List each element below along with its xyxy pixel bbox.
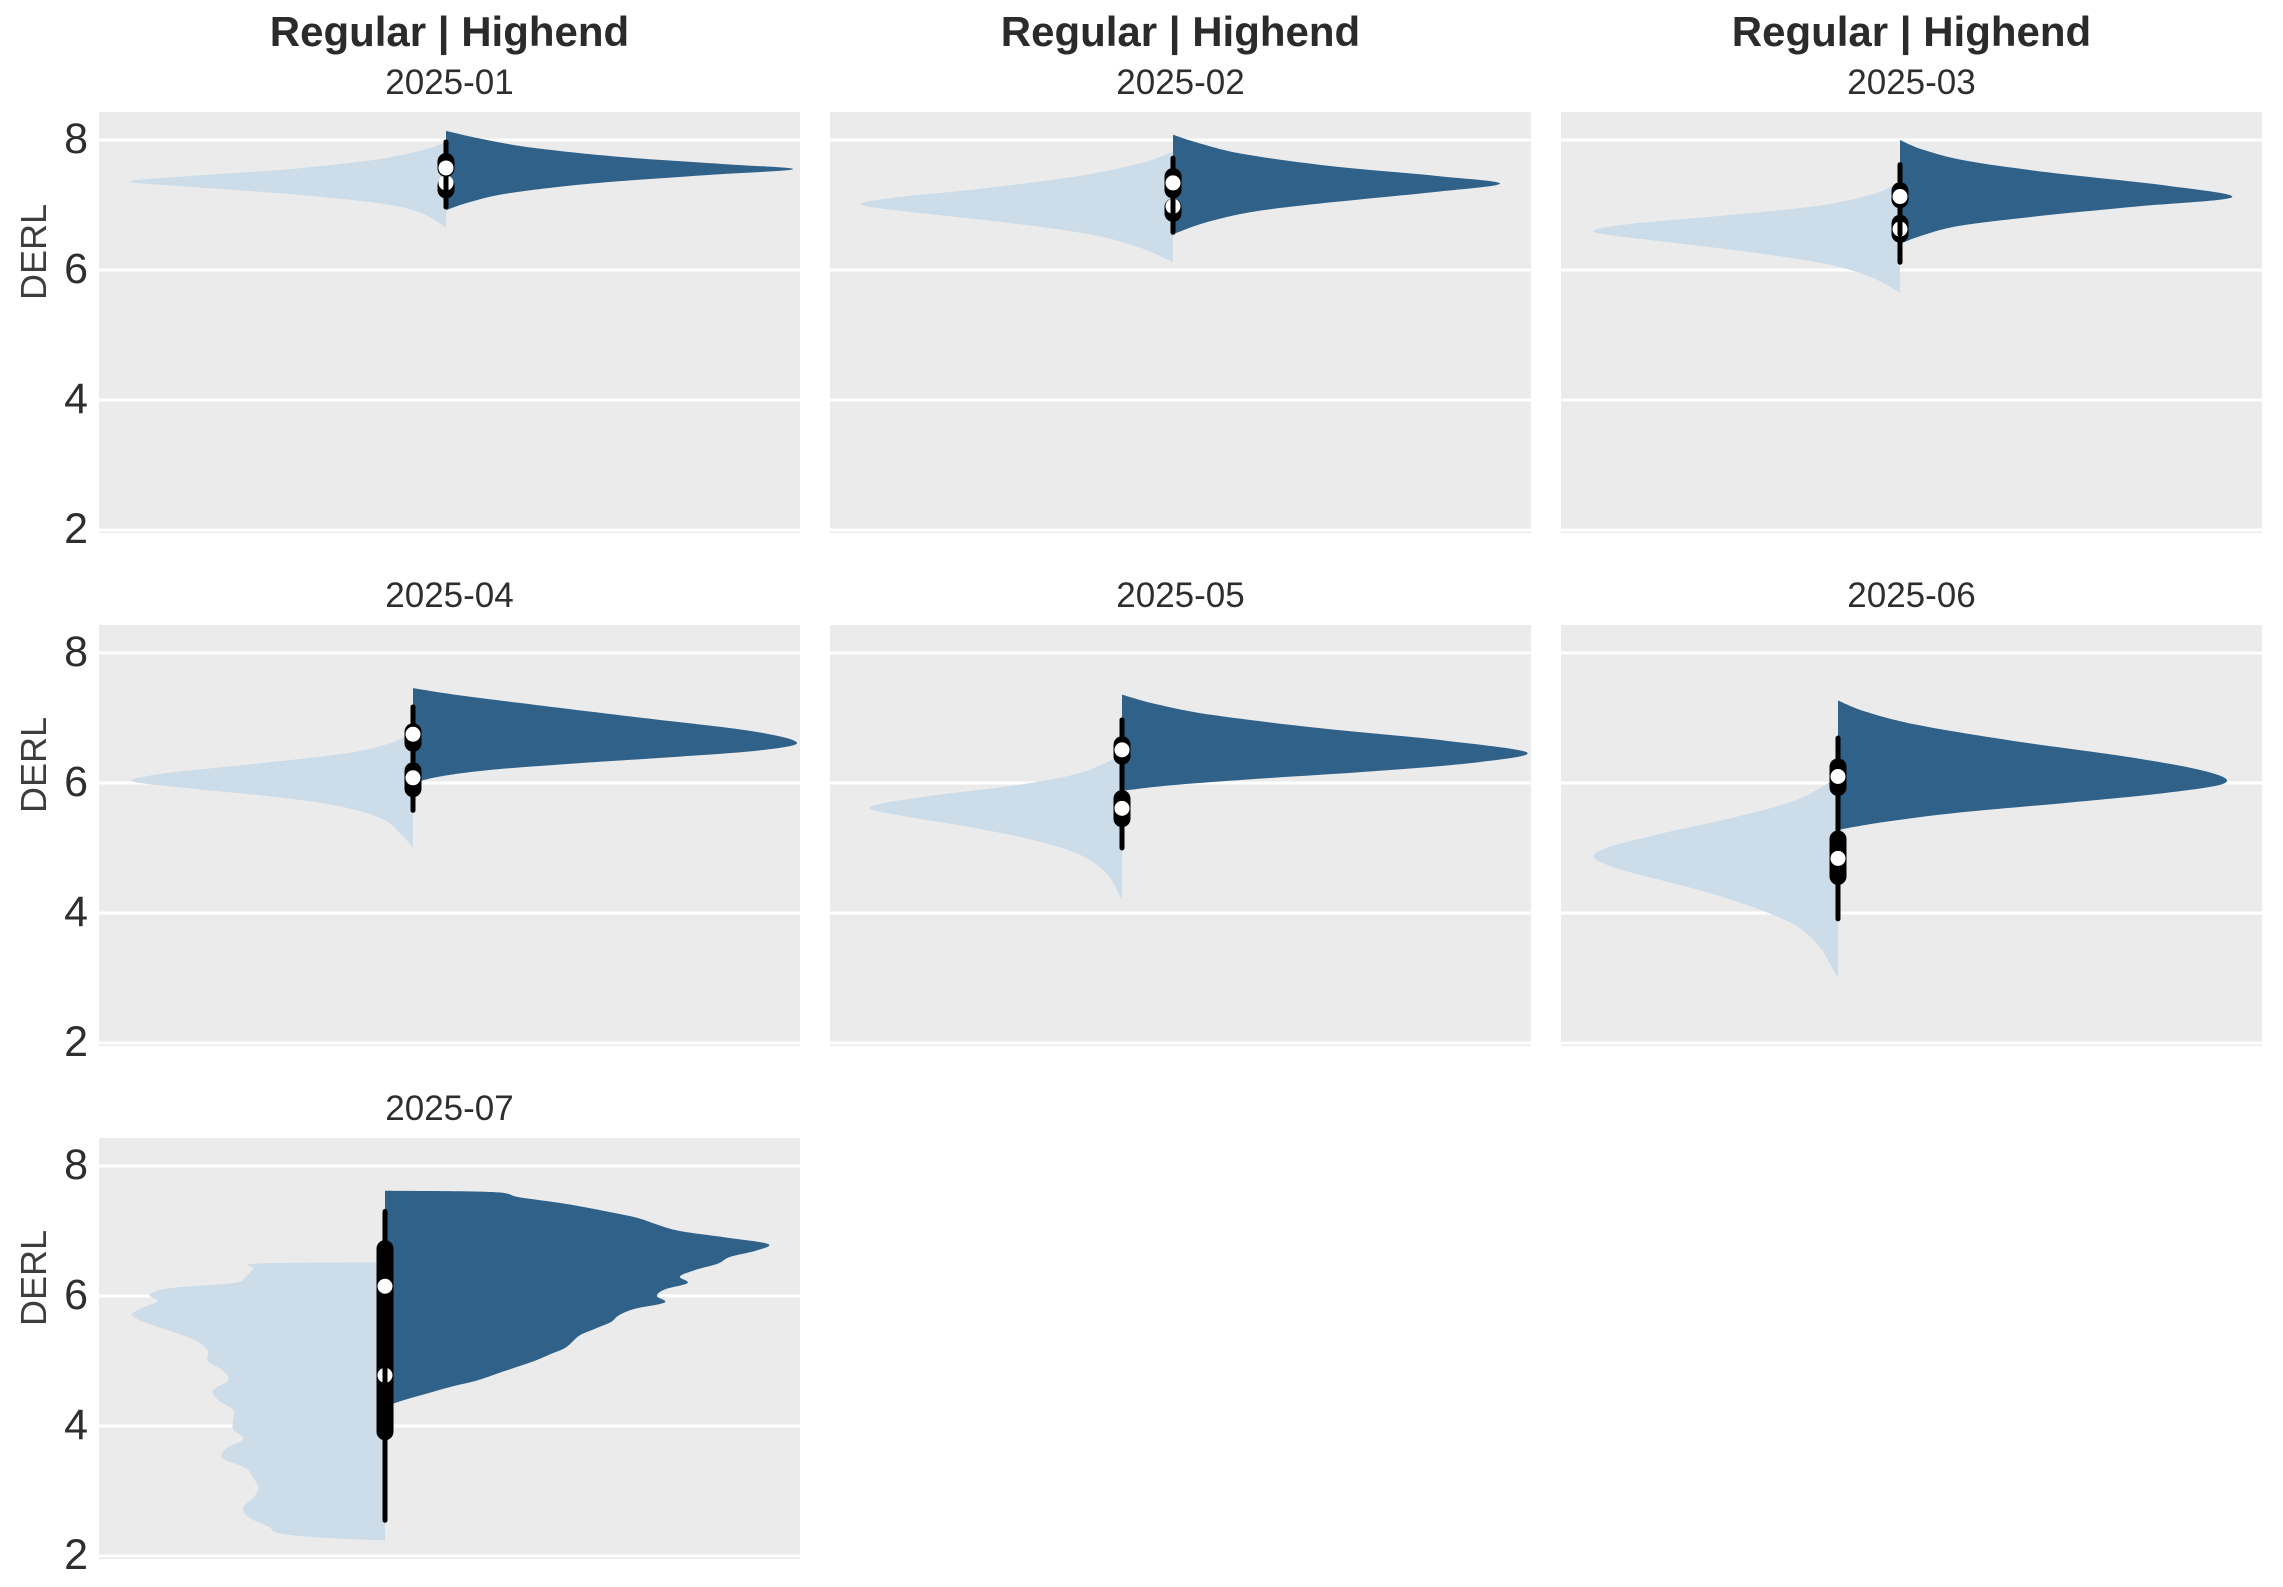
highend-violin xyxy=(385,1190,770,1407)
regular-median-dot xyxy=(1830,850,1846,866)
regular-violin xyxy=(131,1262,385,1541)
facet-title: Regular | Highend xyxy=(1000,8,1361,55)
highend-median-dot xyxy=(405,726,421,742)
y-tick-label: 8 xyxy=(64,1141,88,1189)
y-tick-label: 6 xyxy=(64,758,88,806)
violin-panel-2025-06 xyxy=(1561,625,2262,1046)
y-axis-label: DERL xyxy=(13,1229,54,1327)
regular-violin xyxy=(869,753,1122,900)
y-tick-label: 8 xyxy=(64,115,88,163)
y-axis-label: DERL xyxy=(13,716,54,814)
highend-median-dot xyxy=(377,1278,393,1294)
highend-median-dot xyxy=(1830,769,1846,784)
regular-median-dot xyxy=(405,770,421,786)
panel-subtitle: 2025-05 xyxy=(1116,576,1245,615)
regular-violin xyxy=(1593,773,1838,978)
violin-panel-2025-07 xyxy=(99,1138,800,1559)
highend-violin xyxy=(413,688,798,783)
regular-violin xyxy=(129,142,447,228)
highend-violin xyxy=(1122,694,1528,791)
y-tick-label: 4 xyxy=(64,888,88,936)
highend-box xyxy=(376,1240,394,1368)
violin-panel-2025-01 xyxy=(99,112,800,533)
facet-title: Regular | Highend xyxy=(269,8,630,55)
regular-violin xyxy=(1593,182,1900,293)
y-tick-label: 6 xyxy=(64,1271,88,1319)
panel-background xyxy=(830,625,1531,1046)
y-tick-label: 6 xyxy=(64,245,88,293)
highend-median-dot xyxy=(1114,742,1130,758)
violin-panel-2025-05 xyxy=(830,625,1531,1046)
highend-violin xyxy=(1838,700,2228,830)
regular-violin xyxy=(860,151,1173,263)
panel-subtitle: 2025-03 xyxy=(1847,63,1976,102)
panel-subtitle: 2025-04 xyxy=(385,576,514,615)
y-tick-label: 8 xyxy=(64,628,88,676)
highend-violin xyxy=(1173,134,1500,235)
panel-subtitle: 2025-02 xyxy=(1116,63,1245,102)
highend-violin xyxy=(1900,140,2233,244)
panel-background xyxy=(99,625,800,1046)
panel-subtitle: 2025-06 xyxy=(1847,576,1976,615)
y-axis-label: DERL xyxy=(13,203,54,301)
regular-violin xyxy=(131,732,413,848)
highend-median-dot xyxy=(1165,175,1181,191)
y-tick-label: 2 xyxy=(64,1018,88,1066)
highend-median-dot xyxy=(1892,189,1908,205)
violin-panel-2025-04 xyxy=(99,625,800,1046)
y-tick-label: 2 xyxy=(64,1531,88,1579)
regular-median-dot xyxy=(1114,800,1130,816)
highend-violin xyxy=(446,130,794,211)
y-tick-label: 2 xyxy=(64,505,88,553)
y-tick-label: 4 xyxy=(64,1401,88,1449)
facet-title: Regular | Highend xyxy=(1731,8,2092,55)
panel-subtitle: 2025-07 xyxy=(385,1089,514,1128)
y-tick-label: 4 xyxy=(64,375,88,423)
violin-panel-2025-03 xyxy=(1561,112,2262,533)
panel-subtitle: 2025-01 xyxy=(385,63,514,102)
highend-median-dot xyxy=(438,160,454,176)
violin-panel-2025-02 xyxy=(830,112,1531,533)
